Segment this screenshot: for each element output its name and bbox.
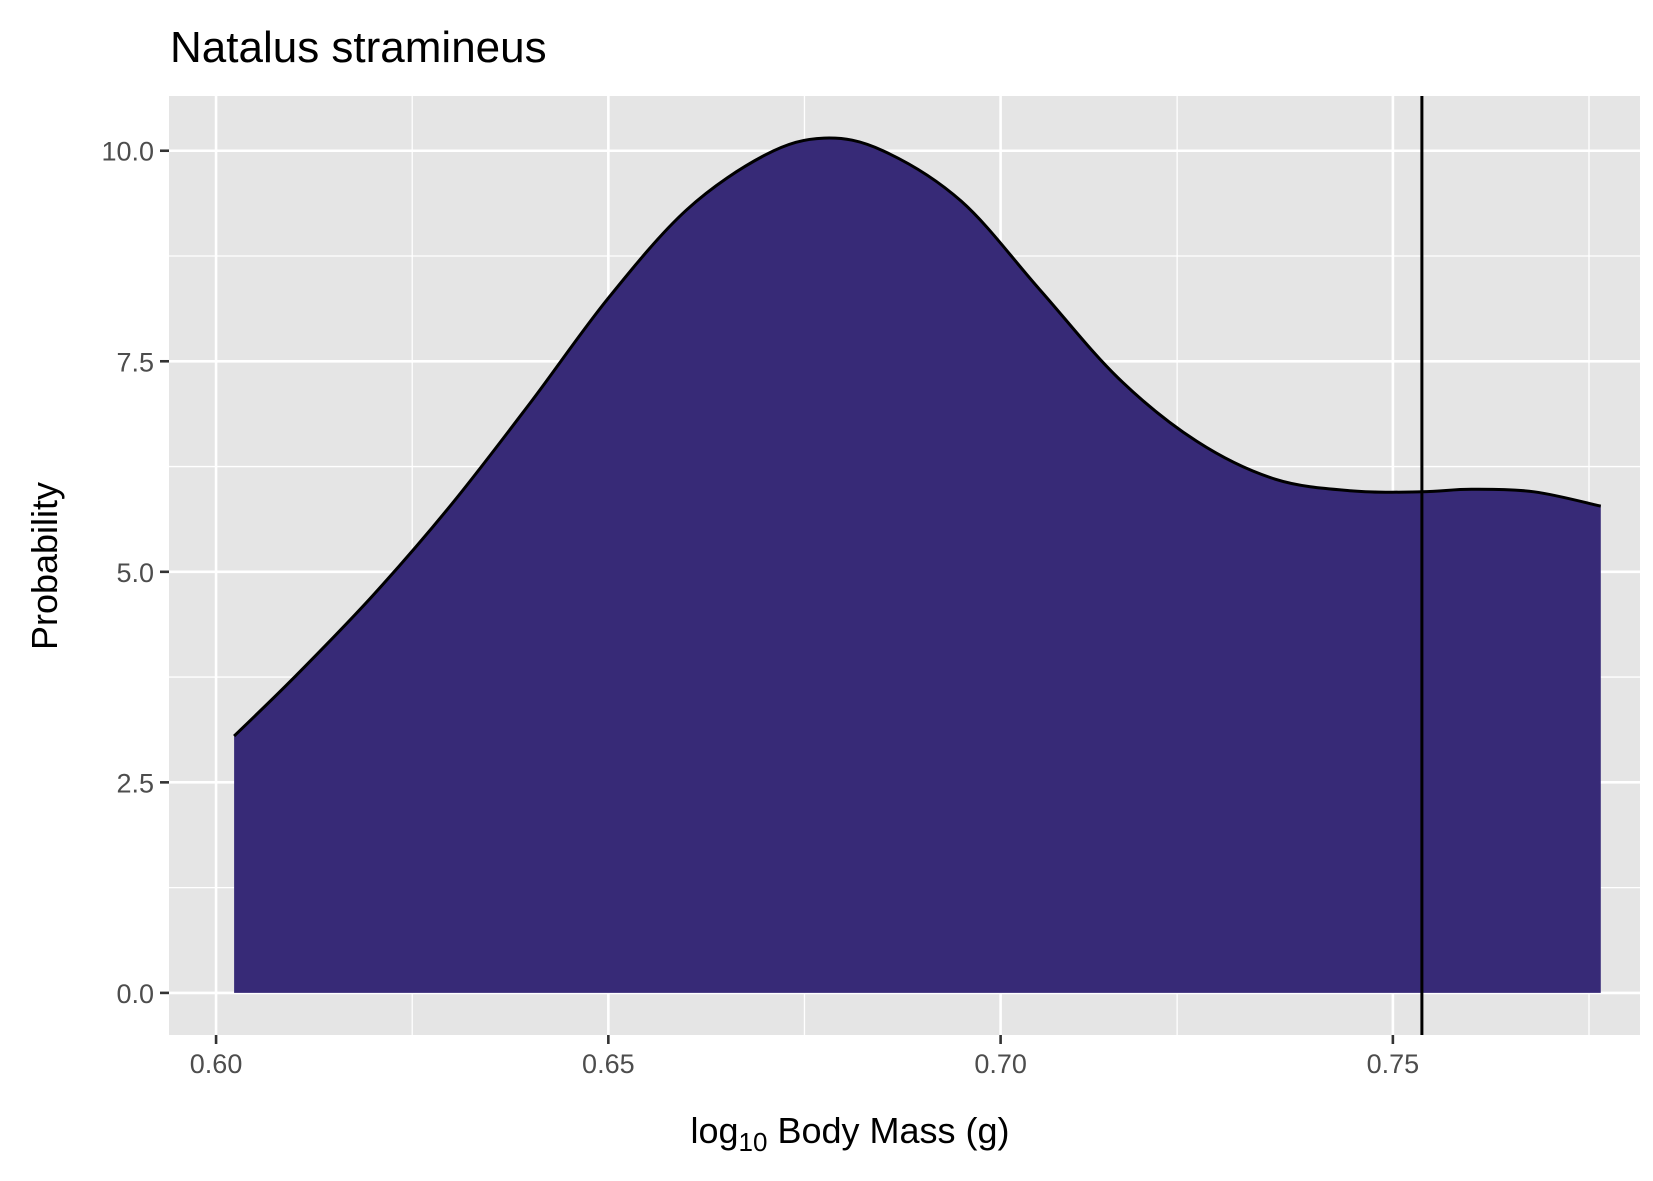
x-tick-label: 0.70	[974, 1049, 1027, 1079]
x-tick-label: 0.60	[190, 1049, 243, 1079]
x-axis-title-prefix: log	[690, 1110, 738, 1151]
x-axis-title-subscript: 10	[739, 1127, 768, 1157]
x-tick-label: 0.75	[1367, 1049, 1420, 1079]
y-tick-label: 0.0	[116, 979, 154, 1009]
density-area	[234, 138, 1601, 993]
y-tick-label: 2.5	[116, 768, 154, 798]
x-axis: 0.60 0.65 0.70 0.75	[190, 1035, 1419, 1079]
y-tick-label: 10.0	[101, 137, 154, 167]
x-axis-title: log10 Body Mass (g)	[690, 1110, 1009, 1157]
density-curve	[233, 136, 1602, 738]
y-axis: 0.0 2.5 5.0 7.5 10.0	[101, 137, 169, 1009]
y-tick-label: 7.5	[116, 347, 154, 377]
x-tick-label: 0.65	[582, 1049, 635, 1079]
y-tick-label: 5.0	[116, 558, 154, 588]
x-axis-title-rest: Body Mass (g)	[767, 1110, 1009, 1151]
chart-title: Natalus stramineus	[170, 23, 547, 72]
y-axis-title: Probability	[24, 482, 65, 650]
